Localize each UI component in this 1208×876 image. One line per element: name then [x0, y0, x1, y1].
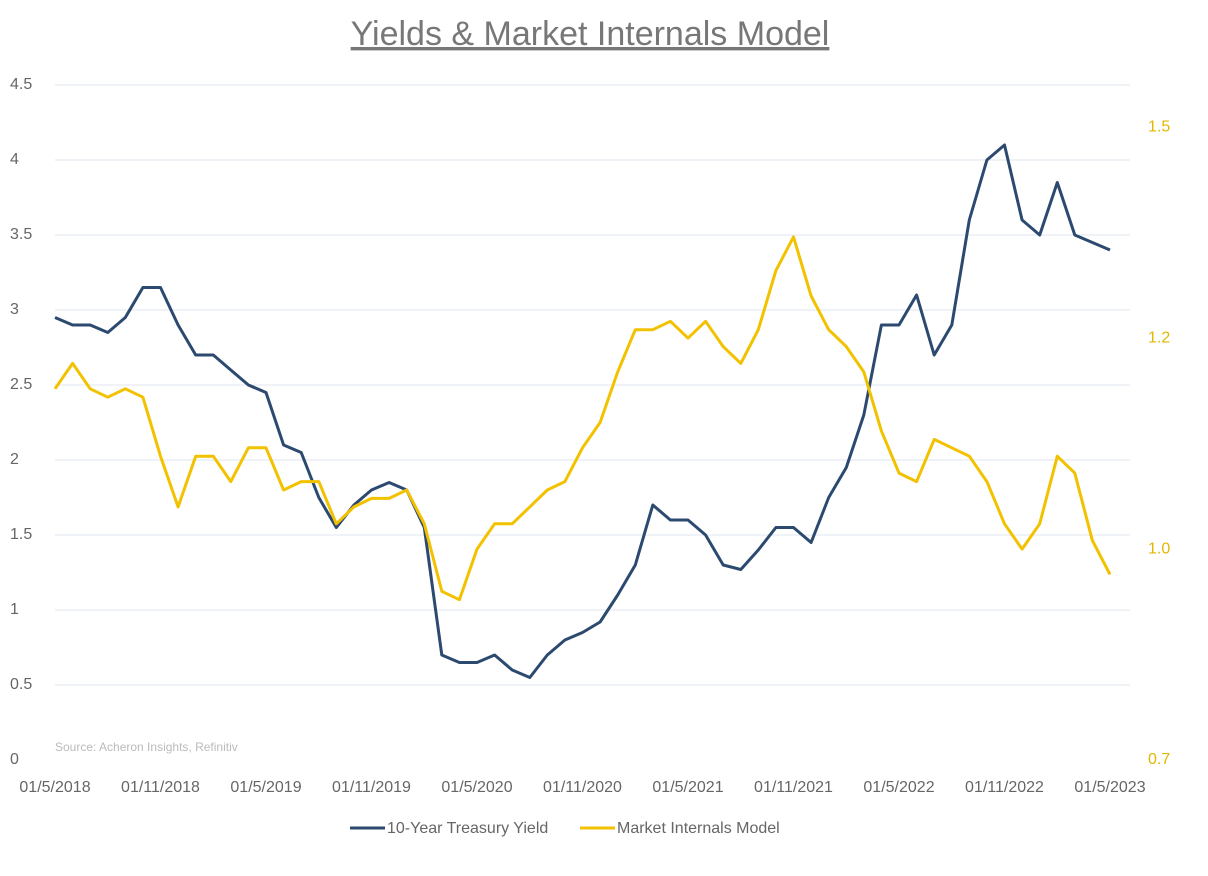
y-tick-label: 1.5 — [10, 526, 32, 543]
x-tick-label: 01/5/2023 — [1074, 779, 1145, 796]
x-tick-label: 01/5/2019 — [230, 779, 301, 796]
legend-label: Market Internals Model — [617, 820, 780, 837]
y-tick-label: 1 — [10, 601, 19, 618]
y2-tick-label: 1.5 — [1148, 118, 1170, 135]
y-tick-label: 2 — [10, 451, 19, 468]
series-line — [54, 143, 1111, 679]
x-tick-label: 01/5/2022 — [863, 779, 934, 796]
series-line — [53, 235, 1112, 602]
y-tick-label: 3.5 — [10, 226, 32, 243]
y-tick-label: 4.5 — [10, 76, 32, 93]
x-tick-label: 01/5/2020 — [441, 779, 512, 796]
x-tick-label: 01/11/2022 — [965, 779, 1044, 796]
x-tick-label: 01/5/2021 — [652, 779, 723, 796]
x-tick-label: 01/5/2018 — [19, 779, 90, 796]
x-tick-label: 01/11/2021 — [754, 779, 833, 796]
y-tick-label: 0 — [10, 751, 19, 768]
x-tick-label: 01/11/2020 — [543, 779, 622, 796]
y-tick-label: 4 — [10, 151, 19, 168]
source-note: Source: Acheron Insights, Refinitiv — [55, 740, 238, 754]
legend-label: 10-Year Treasury Yield — [387, 820, 548, 837]
x-tick-label: 01/11/2018 — [121, 779, 200, 796]
y2-tick-label: 0.7 — [1148, 751, 1170, 768]
y2-tick-label: 1.0 — [1148, 540, 1170, 557]
y-tick-label: 0.5 — [10, 676, 32, 693]
y-tick-label: 3 — [10, 301, 19, 318]
x-tick-label: 01/11/2019 — [332, 779, 411, 796]
y-tick-label: 2.5 — [10, 376, 32, 393]
y2-tick-label: 1.2 — [1148, 329, 1170, 346]
chart-title: Yields & Market Internals Model — [351, 15, 830, 53]
